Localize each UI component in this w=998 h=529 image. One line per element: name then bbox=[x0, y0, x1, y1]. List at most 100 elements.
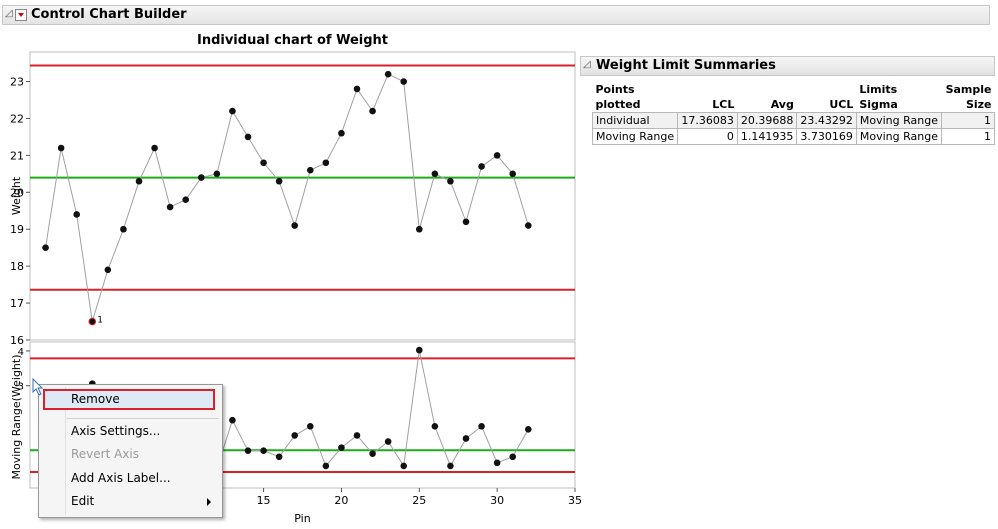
table-cell: 17.36083 bbox=[677, 112, 738, 129]
data-point bbox=[322, 462, 330, 470]
menu-item-edit[interactable]: Edit bbox=[71, 491, 221, 511]
data-point bbox=[57, 144, 65, 152]
data-point bbox=[229, 416, 236, 424]
page-title: Control Chart Builder bbox=[31, 7, 187, 22]
table-row: Individual 17.36083 20.39688 23.43292 Mo… bbox=[591, 112, 995, 129]
data-point bbox=[42, 244, 49, 251]
data-point bbox=[524, 426, 532, 433]
x-tick-label: 25 bbox=[412, 494, 426, 507]
point-annotation-label: 1 bbox=[97, 316, 103, 326]
data-point bbox=[400, 78, 408, 85]
col-header-sample-size: Sample Size bbox=[945, 83, 992, 111]
col-header-limits-sigma: Limits Sigma bbox=[859, 83, 898, 111]
data-point bbox=[260, 159, 267, 167]
data-point bbox=[462, 218, 470, 226]
data-point bbox=[275, 177, 283, 185]
data-point bbox=[478, 422, 485, 430]
y-tick-label: 17 bbox=[10, 297, 24, 310]
collapse-triangle-icon[interactable]: ◿ bbox=[583, 59, 591, 70]
data-point bbox=[493, 152, 501, 159]
data-point bbox=[353, 85, 361, 93]
y-tick-label: 21 bbox=[10, 149, 24, 162]
data-point bbox=[447, 462, 454, 470]
table-cell: 23.43292 bbox=[796, 112, 857, 129]
data-point bbox=[369, 450, 376, 458]
menu-item-edit-label: Edit bbox=[71, 494, 95, 508]
menu-item-add-axis-label[interactable]: Add Axis Label... bbox=[71, 471, 171, 485]
data-point bbox=[197, 174, 205, 181]
table-cell: 0 bbox=[677, 128, 738, 145]
individual-plot-frame bbox=[29, 51, 576, 341]
data-point bbox=[509, 170, 517, 178]
data-point bbox=[322, 159, 330, 167]
data-point bbox=[462, 435, 470, 442]
table-cell: Moving Range bbox=[855, 128, 943, 145]
data-point bbox=[229, 107, 236, 115]
data-point bbox=[275, 453, 283, 461]
data-point bbox=[353, 432, 361, 439]
table-cell: 1.141935 bbox=[736, 128, 798, 145]
data-point bbox=[447, 177, 454, 185]
data-point bbox=[400, 462, 408, 470]
menu-item-revert-axis: Revert Axis bbox=[71, 447, 140, 461]
y-tick-label: 16 bbox=[10, 334, 24, 347]
data-point bbox=[431, 170, 439, 178]
data-point bbox=[415, 225, 423, 233]
menu-item-axis-settings[interactable]: Axis Settings... bbox=[71, 424, 161, 438]
table-row: Moving Range 0 1.141935 3.730169 Moving … bbox=[591, 128, 995, 145]
x-tick-label: 15 bbox=[257, 494, 271, 507]
x-tick-label: 35 bbox=[568, 494, 582, 507]
collapse-triangle-icon[interactable]: ◿ bbox=[5, 8, 13, 19]
y-tick-label: 4 bbox=[18, 347, 24, 358]
table-cell: Moving Range bbox=[855, 112, 943, 129]
data-point bbox=[291, 432, 299, 439]
y-tick-label: 3 bbox=[18, 382, 24, 393]
col-header-lcl: LCL bbox=[712, 98, 735, 111]
data-point bbox=[104, 266, 112, 274]
table-cell: 1 bbox=[941, 112, 995, 129]
col-header-points-line1: Points bbox=[595, 83, 635, 96]
col-header-ucl: UCL bbox=[829, 98, 854, 111]
data-point bbox=[369, 107, 376, 115]
table-cell: Individual bbox=[591, 112, 679, 129]
individual-series-line bbox=[45, 73, 529, 322]
data-point bbox=[509, 453, 517, 461]
data-point bbox=[524, 222, 532, 229]
data-point bbox=[135, 177, 143, 185]
col-header-points-line2: plotted bbox=[595, 98, 641, 111]
data-point bbox=[166, 203, 174, 211]
menu-separator bbox=[67, 418, 219, 419]
data-point bbox=[291, 222, 299, 229]
data-point bbox=[244, 133, 252, 141]
data-point bbox=[384, 70, 392, 78]
y-tick-label: 18 bbox=[10, 260, 24, 273]
table-cell: 1 bbox=[941, 128, 995, 145]
limit-summaries-table: Points plotted LCL Avg UCL Limits Sigma … bbox=[591, 82, 995, 145]
chart-title: Individual chart of Weight bbox=[196, 33, 389, 48]
y-tick-label: 19 bbox=[10, 223, 24, 236]
control-chart-builder-header: ◿ Control Chart Builder bbox=[2, 5, 990, 25]
data-point bbox=[415, 346, 423, 354]
submenu-arrow-icon bbox=[207, 498, 211, 506]
menu-gutter bbox=[65, 387, 66, 515]
y-tick-label: 20 bbox=[10, 186, 24, 199]
table-cell: Moving Range bbox=[591, 128, 679, 145]
data-point bbox=[151, 144, 158, 152]
limit-summaries-title: Weight Limit Summaries bbox=[596, 58, 776, 73]
table-cell: 3.730169 bbox=[796, 128, 857, 145]
data-point bbox=[244, 447, 252, 454]
data-point bbox=[306, 422, 314, 430]
data-point bbox=[213, 170, 221, 178]
red-triangle-menu-icon[interactable] bbox=[15, 9, 27, 21]
data-point bbox=[260, 447, 267, 454]
data-point bbox=[88, 317, 97, 326]
data-point bbox=[306, 166, 314, 174]
data-point bbox=[338, 129, 345, 137]
data-point bbox=[384, 438, 392, 445]
menu-item-remove[interactable]: Remove bbox=[71, 392, 120, 406]
x-tick-label: 30 bbox=[490, 494, 504, 507]
data-point bbox=[182, 196, 190, 203]
remove-highlight bbox=[43, 389, 215, 410]
x-axis-label: Pin bbox=[294, 512, 310, 525]
data-point bbox=[120, 225, 127, 233]
